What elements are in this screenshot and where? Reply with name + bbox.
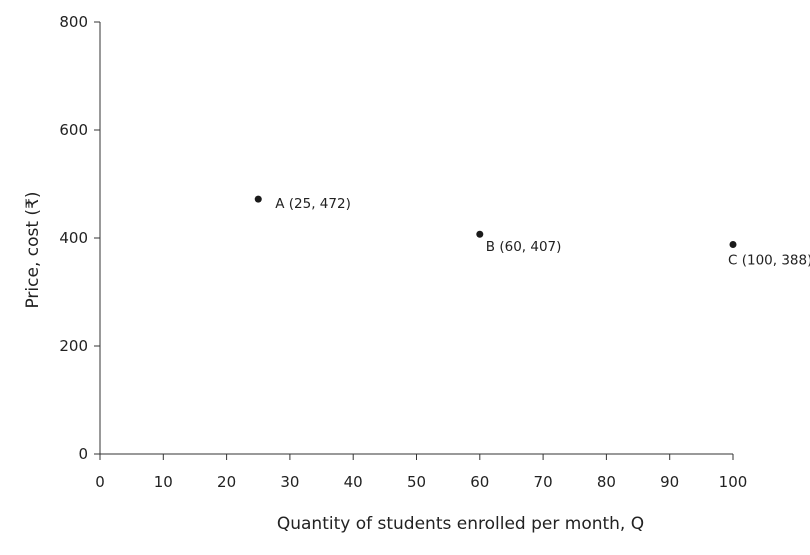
x-tick-label: 40 xyxy=(344,473,363,491)
x-tick-label: 0 xyxy=(95,473,105,491)
x-axis-title: Quantity of students enrolled per month,… xyxy=(277,514,644,534)
x-tick-label: 90 xyxy=(660,473,679,491)
data-point xyxy=(729,240,737,248)
data-points: A (25, 472) B (60, 407) C (100, 388) xyxy=(254,195,810,268)
data-point-label: A (25, 472) xyxy=(275,196,351,212)
x-axis-ticks: 0 10 20 30 40 50 60 70 80 90 100 xyxy=(95,454,747,491)
x-tick-label: 20 xyxy=(217,473,236,491)
y-axis-ticks: 0 200 400 600 800 xyxy=(59,13,100,463)
y-tick-label: 600 xyxy=(59,121,88,139)
x-tick-label: 10 xyxy=(154,473,173,491)
data-point-label: B (60, 407) xyxy=(486,239,562,255)
data-point xyxy=(476,230,484,238)
x-tick-label: 50 xyxy=(407,473,426,491)
y-tick-label: 400 xyxy=(59,229,88,247)
y-tick-label: 200 xyxy=(59,337,88,355)
x-tick-label: 80 xyxy=(597,473,616,491)
y-tick-label: 800 xyxy=(59,13,88,31)
data-point-label: C (100, 388) xyxy=(728,252,810,268)
y-tick-label: 0 xyxy=(78,445,88,463)
y-axis-title: Price, cost (₹) xyxy=(23,191,43,308)
x-tick-label: 70 xyxy=(534,473,553,491)
x-tick-label: 100 xyxy=(719,473,748,491)
x-tick-label: 30 xyxy=(280,473,299,491)
data-point xyxy=(254,195,262,203)
x-tick-label: 60 xyxy=(470,473,489,491)
